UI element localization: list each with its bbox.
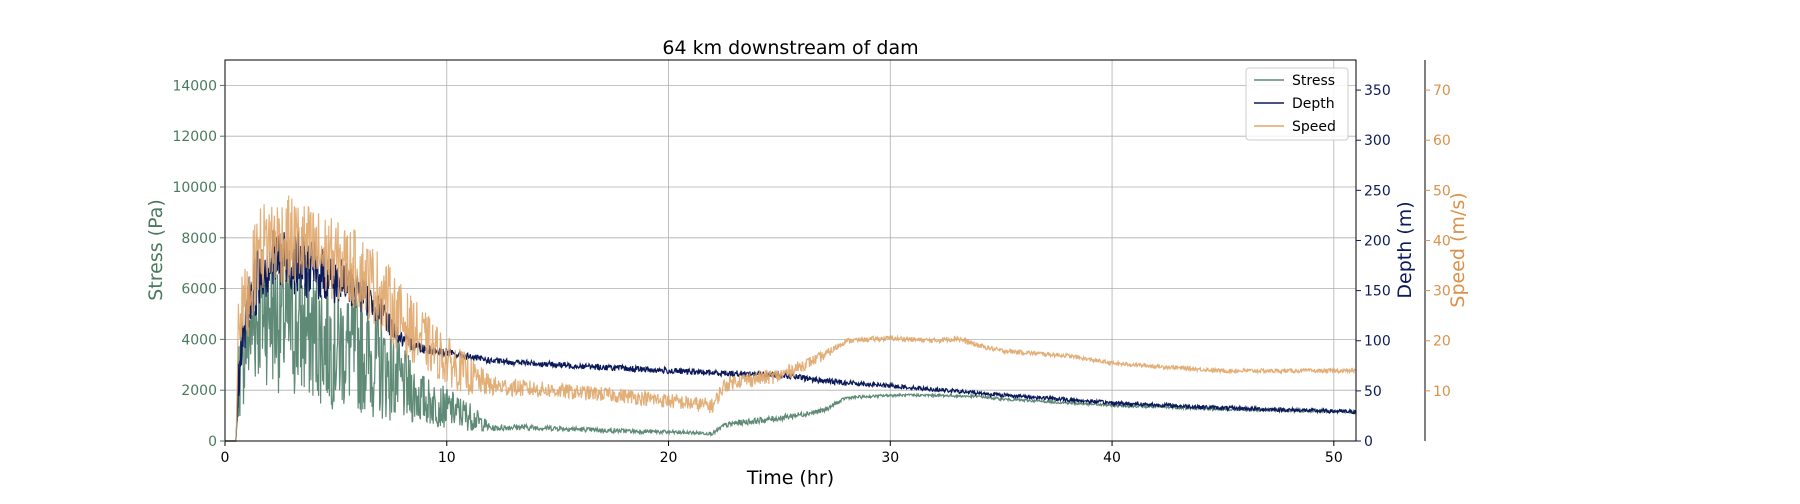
depth-tick-label: 100	[1364, 334, 1391, 350]
speed-tick-label: 10	[1433, 384, 1451, 400]
stress-tick-label: 4000	[181, 332, 217, 348]
depth-tick-label: 300	[1364, 133, 1391, 149]
x-axis-label: Time (hr)	[746, 467, 834, 489]
depth-axis-label: Depth (m)	[1394, 201, 1416, 298]
plot-background	[225, 60, 1356, 441]
axes-layer: 0 10 20 30 40 5002000400060008000100001200014…	[172, 60, 1451, 466]
stress-tick-label: 10000	[172, 180, 217, 196]
chart-title: 64 km downstream of dam	[662, 37, 918, 59]
legend-frame	[1245, 67, 1349, 141]
stress-tick-label: 8000	[181, 231, 217, 247]
stress-tick-label: 6000	[181, 282, 217, 298]
series-layer	[225, 195, 1357, 442]
speed-tick-label: 20	[1433, 334, 1451, 350]
plot-frame	[224, 59, 1357, 442]
speed-tick-label: 60	[1433, 133, 1451, 149]
series-line-stress	[225, 243, 1357, 442]
stress-tick-label: 12000	[172, 129, 217, 145]
speed-tick-label: 50	[1433, 183, 1451, 199]
x-tick-label: 20	[660, 450, 678, 466]
stress-axis-label: Stress (Pa)	[145, 199, 167, 301]
series-line-speed	[225, 195, 1357, 442]
x-tick-label: 10	[438, 450, 456, 466]
x-tick-label: 40	[1103, 450, 1121, 466]
depth-tick-label: 150	[1364, 284, 1391, 300]
speed-axis-label: Speed (m/s)	[1447, 192, 1469, 307]
legend-depth-label: Depth	[1292, 96, 1335, 112]
x-tick-label: 0	[221, 450, 230, 466]
speed-tick-label: 70	[1433, 83, 1451, 99]
speed-tick-label: 40	[1433, 233, 1451, 249]
depth-tick-label: 350	[1364, 83, 1391, 99]
legend-stress-label: Stress	[1292, 73, 1335, 89]
stress-tick-label: 14000	[172, 78, 217, 94]
depth-tick-label: 200	[1364, 233, 1391, 249]
legend-speed-label: Speed	[1292, 119, 1336, 135]
stress-tick-label: 2000	[181, 383, 217, 399]
x-tick-label: 50	[1325, 450, 1343, 466]
x-tick-label: 30	[881, 450, 899, 466]
stress-tick-label: 0	[208, 434, 217, 450]
depth-tick-label: 50	[1364, 384, 1382, 400]
speed-tick-label: 30	[1433, 284, 1451, 300]
depth-tick-label: 250	[1364, 183, 1391, 199]
legend: Stress Depth Speed	[1245, 67, 1349, 141]
depth-tick-label: 0	[1364, 434, 1373, 450]
